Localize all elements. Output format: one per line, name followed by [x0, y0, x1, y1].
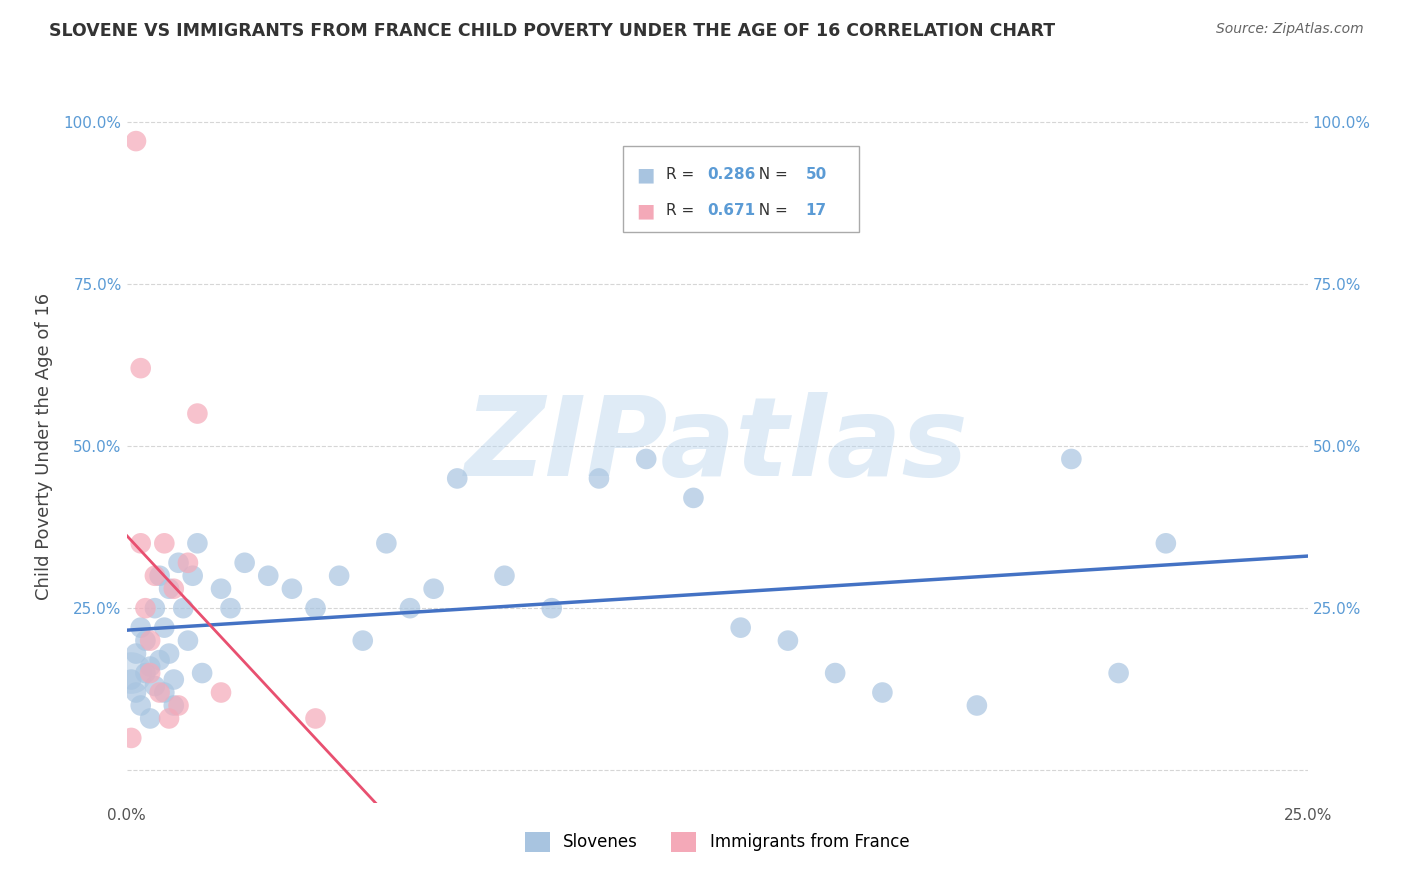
Text: ■: ■: [637, 165, 655, 185]
Point: [209, 685, 232, 699]
Point: [157, 647, 180, 661]
Point: [120, 673, 142, 687]
Point: [682, 491, 704, 505]
Point: [375, 536, 398, 550]
Point: [125, 647, 148, 661]
Point: [120, 731, 142, 745]
Point: [125, 685, 148, 699]
Point: [209, 582, 232, 596]
Point: [181, 568, 204, 582]
Point: [129, 621, 152, 635]
Text: Source: ZipAtlas.com: Source: ZipAtlas.com: [1216, 22, 1364, 37]
Point: [328, 568, 350, 582]
Point: [177, 556, 200, 570]
Point: [163, 673, 186, 687]
Point: [186, 407, 208, 421]
Point: [129, 361, 152, 376]
Point: [1060, 452, 1083, 467]
Point: [191, 666, 214, 681]
Point: [163, 698, 186, 713]
Point: [153, 536, 176, 550]
Text: ZIPatlas: ZIPatlas: [465, 392, 969, 500]
Point: [163, 582, 186, 596]
Text: N =: N =: [749, 203, 793, 218]
Point: [167, 556, 190, 570]
Text: 17: 17: [806, 203, 827, 218]
Point: [186, 536, 208, 550]
Point: [233, 556, 256, 570]
Point: [134, 666, 156, 681]
Point: [153, 685, 176, 699]
Text: 50: 50: [806, 168, 827, 182]
Point: [129, 536, 152, 550]
Point: [422, 582, 444, 596]
Point: [149, 568, 172, 582]
Text: 0.671: 0.671: [707, 203, 756, 218]
Point: [966, 698, 988, 713]
Point: [143, 568, 166, 582]
Point: [636, 452, 658, 467]
Text: SLOVENE VS IMMIGRANTS FROM FRANCE CHILD POVERTY UNDER THE AGE OF 16 CORRELATION : SLOVENE VS IMMIGRANTS FROM FRANCE CHILD …: [49, 22, 1056, 40]
Point: [588, 471, 610, 485]
Point: [304, 601, 326, 615]
Point: [494, 568, 516, 582]
Point: [157, 582, 180, 596]
Point: [139, 666, 162, 681]
FancyBboxPatch shape: [623, 146, 859, 232]
Text: ■: ■: [637, 201, 655, 220]
Point: [129, 698, 152, 713]
Point: [257, 568, 280, 582]
Point: [153, 621, 176, 635]
Point: [143, 601, 166, 615]
Point: [824, 666, 846, 681]
Point: [399, 601, 422, 615]
Point: [1108, 666, 1130, 681]
Point: [134, 601, 156, 615]
Point: [540, 601, 562, 615]
Point: [872, 685, 894, 699]
Point: [304, 711, 326, 725]
Text: 0.286: 0.286: [707, 168, 756, 182]
Point: [776, 633, 799, 648]
Point: [120, 666, 142, 681]
Text: R =: R =: [666, 168, 699, 182]
Point: [134, 633, 156, 648]
Point: [139, 659, 162, 673]
Point: [281, 582, 304, 596]
Y-axis label: Child Poverty Under the Age of 16: Child Poverty Under the Age of 16: [35, 293, 52, 599]
Point: [167, 698, 190, 713]
Point: [730, 621, 752, 635]
Point: [125, 134, 148, 148]
Point: [139, 711, 162, 725]
Point: [446, 471, 468, 485]
Point: [143, 679, 166, 693]
Point: [219, 601, 242, 615]
Text: R =: R =: [666, 203, 699, 218]
Point: [1154, 536, 1177, 550]
Point: [352, 633, 374, 648]
Point: [177, 633, 200, 648]
Point: [157, 711, 180, 725]
Point: [172, 601, 194, 615]
Point: [149, 653, 172, 667]
Point: [139, 633, 162, 648]
Text: N =: N =: [749, 168, 793, 182]
Point: [149, 685, 172, 699]
Legend: Slovenes, Immigrants from France: Slovenes, Immigrants from France: [519, 825, 915, 859]
